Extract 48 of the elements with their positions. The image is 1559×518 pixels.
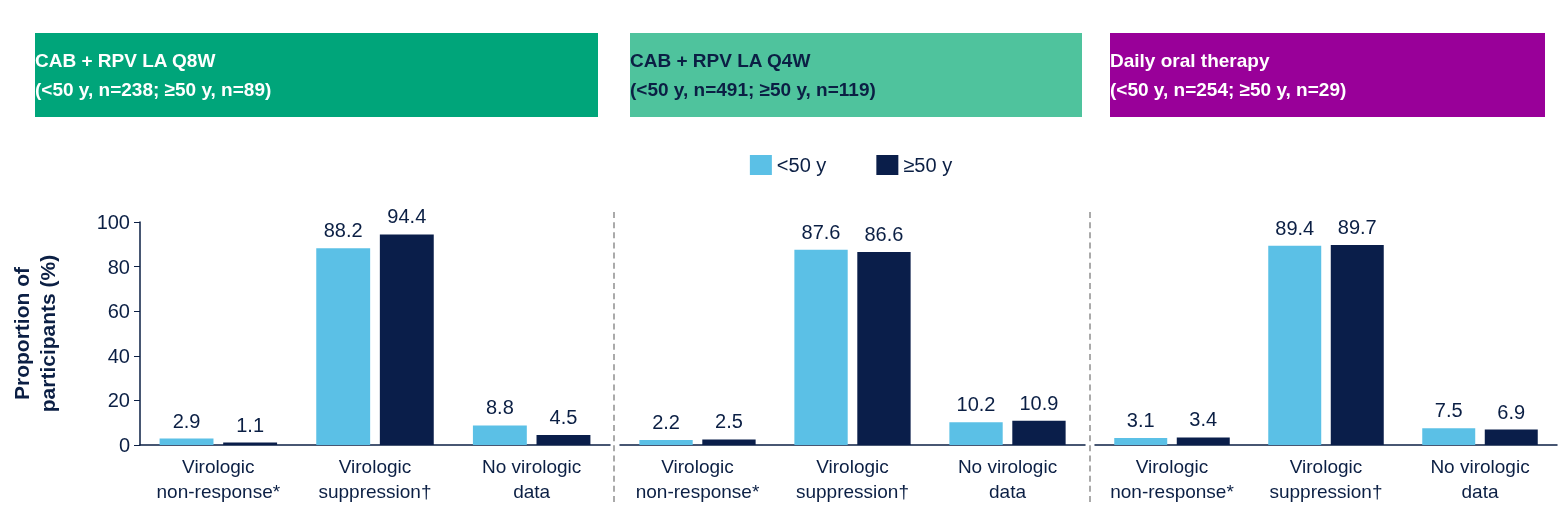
y-axis-title: Proportion of participants (%) bbox=[9, 254, 59, 413]
bar bbox=[316, 248, 371, 445]
legend-label: <50 y bbox=[776, 154, 827, 176]
y-tick-label: 40 bbox=[107, 344, 130, 367]
bar bbox=[472, 425, 527, 445]
data-label: 94.4 bbox=[387, 205, 427, 228]
bar bbox=[639, 440, 693, 445]
bar bbox=[159, 438, 214, 445]
x-tick-label: Virologic non-response* bbox=[635, 456, 760, 502]
data-label: 10.9 bbox=[1019, 391, 1059, 414]
x-tick-label: No virologic data bbox=[1430, 456, 1530, 502]
x-tick-label: Virologic suppression† bbox=[318, 456, 432, 502]
data-label: 2.5 bbox=[715, 410, 743, 433]
data-label: 8.8 bbox=[485, 396, 514, 419]
x-tick-label: No virologic data bbox=[482, 456, 582, 502]
x-tick-label: No virologic data bbox=[957, 456, 1058, 502]
data-label: 10.2 bbox=[956, 393, 996, 416]
y-tick-label: 60 bbox=[107, 300, 130, 323]
data-label: 1.1 bbox=[236, 413, 265, 436]
data-label: 2.2 bbox=[652, 411, 680, 434]
bar bbox=[1114, 438, 1168, 445]
bar bbox=[949, 422, 1003, 445]
legend-label: ≥50 y bbox=[903, 154, 953, 176]
data-label: 86.6 bbox=[864, 222, 904, 245]
data-label: 2.9 bbox=[172, 409, 201, 432]
data-label: 3.4 bbox=[1189, 408, 1218, 431]
bar bbox=[1268, 245, 1322, 445]
data-label: 89.4 bbox=[1275, 216, 1315, 239]
y-tick-label: 100 bbox=[96, 211, 130, 233]
x-tick-label: Virologic suppression† bbox=[795, 456, 910, 502]
data-label: 87.6 bbox=[801, 220, 841, 243]
x-tick-label: Virologic non-response* bbox=[1110, 456, 1235, 502]
data-label: 7.5 bbox=[1434, 399, 1463, 422]
bar bbox=[1422, 428, 1476, 445]
y-tick-label: 20 bbox=[107, 389, 130, 412]
y-tick-label: 0 bbox=[118, 434, 130, 456]
data-label: 4.5 bbox=[549, 405, 578, 428]
x-tick-label: Virologic non-response* bbox=[156, 456, 281, 502]
data-label: 88.2 bbox=[323, 219, 363, 242]
data-label: 6.9 bbox=[1497, 400, 1526, 423]
y-tick-label: 80 bbox=[107, 255, 130, 278]
bar bbox=[794, 249, 848, 445]
data-label: 3.1 bbox=[1126, 409, 1155, 432]
chart-title: CAB + RPV LA Q8W (<50 y, n=238; ≥50 y, n=89) bbox=[35, 50, 272, 100]
data-label: 89.7 bbox=[1337, 215, 1377, 238]
chart-title: Daily oral therapy (<50 y, n=254; ≥50 y, n=29) bbox=[1110, 50, 1347, 100]
chart-title: CAB + RPV LA Q4W (<50 y, n=491; ≥50 y, n=119) bbox=[630, 50, 876, 100]
x-tick-label: Virologic suppression† bbox=[1269, 456, 1383, 502]
